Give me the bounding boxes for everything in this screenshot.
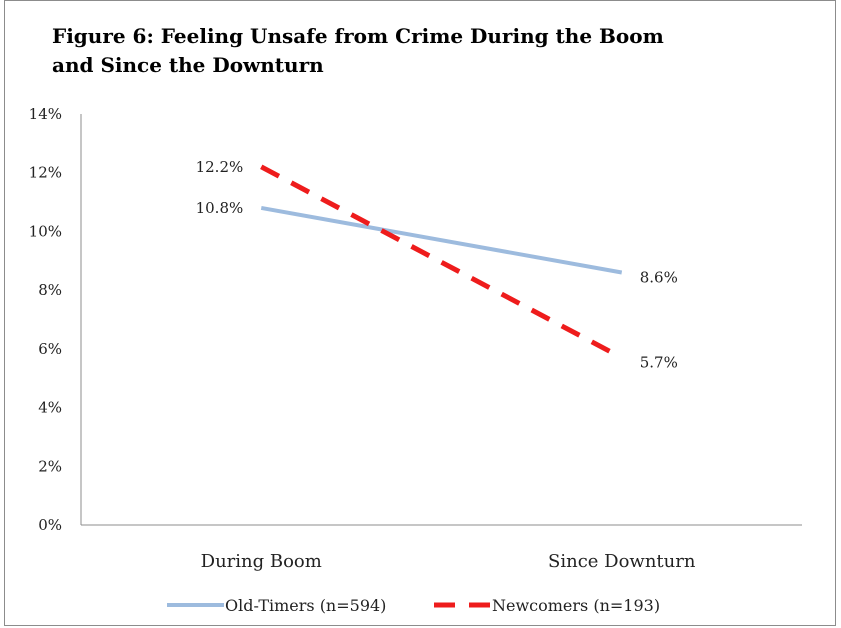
y-tick-label: 12%: [29, 164, 62, 182]
axes: [80, 114, 802, 526]
y-tick-label: 4%: [38, 399, 62, 417]
data-labels: 10.8% 8.6% 12.2% 5.7%: [196, 158, 678, 372]
legend-label: Old-Timers (n=594): [225, 596, 386, 615]
legend-label: Newcomers (n=193): [492, 596, 660, 615]
y-tick-label: 8%: [38, 281, 62, 299]
x-category-label: During Boom: [201, 551, 322, 572]
series-lines: [260, 164, 623, 360]
x-category-label: Since Downturn: [548, 551, 696, 572]
data-label: 10.8%: [196, 199, 244, 217]
y-tick-label: 10%: [29, 222, 62, 240]
y-tick-label: 6%: [38, 340, 62, 358]
data-label: 12.2%: [196, 158, 244, 176]
chart-title: Figure 6: Feeling Unsafe from Crime Duri…: [52, 22, 752, 80]
data-label: 8.6%: [640, 269, 678, 287]
chart-title-line-1: Figure 6: Feeling Unsafe from Crime Duri…: [52, 24, 664, 48]
y-tick-label: 2%: [38, 457, 62, 475]
y-axis-ticks: 0% 2% 4% 6% 8% 10% 12% 14%: [29, 105, 62, 534]
y-tick-label: 0%: [38, 516, 62, 534]
data-label: 5.7%: [640, 354, 678, 372]
legend: Old-Timers (n=594) Newcomers (n=193): [167, 596, 660, 615]
y-tick-label: 14%: [29, 105, 62, 123]
chart-frame: [4, 0, 836, 626]
x-axis-categories: During Boom Since Downturn: [201, 551, 696, 572]
series-line: [260, 205, 623, 275]
chart-title-line-2: and Since the Downturn: [52, 53, 324, 77]
